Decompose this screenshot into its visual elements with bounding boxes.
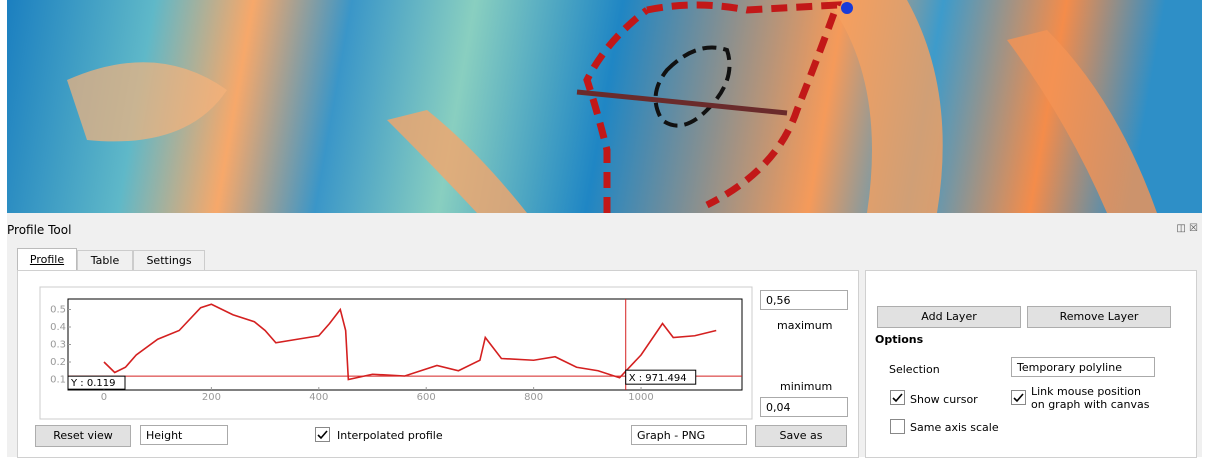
panel-title: Profile Tool — [7, 223, 71, 237]
save-button[interactable]: Save as — [755, 425, 847, 447]
format-combo[interactable]: Graph - PNG — [631, 425, 747, 445]
mode-combo[interactable]: Height — [140, 425, 228, 445]
checkbox[interactable] — [315, 427, 331, 443]
max-spinbox[interactable]: 0,56 — [760, 290, 848, 310]
checkbox[interactable] — [890, 390, 906, 406]
map-overlay — [7, 0, 1202, 213]
selection-combo[interactable]: Temporary polyline — [1011, 357, 1155, 377]
interpolated-label: Interpolated profile — [337, 429, 443, 442]
same-axis-label: Same axis scale — [910, 421, 999, 434]
profile-panel: Profile Tool ◫ ☒ Profile Table Settings … — [7, 213, 1202, 457]
screen: Profile Tool ◫ ☒ Profile Table Settings … — [0, 0, 1206, 457]
selection-label: Selection — [889, 363, 940, 376]
checkbox[interactable] — [1011, 390, 1027, 406]
max-label: maximum — [777, 319, 832, 332]
text: Link mouse position — [1031, 385, 1141, 398]
min-label: minimum — [780, 380, 832, 393]
map-canvas — [7, 0, 1202, 213]
min-spinbox[interactable]: 0,04 — [760, 397, 848, 417]
tab[interactable]: Profile — [17, 248, 77, 271]
text: on graph with canvas — [1031, 398, 1149, 411]
show-cursor-label: Show cursor — [910, 393, 978, 406]
remove-layer-button[interactable]: Remove Layer — [1027, 306, 1171, 328]
add-layer-button[interactable]: Add Layer — [877, 306, 1021, 328]
panel-controls[interactable]: ◫ ☒ — [1176, 223, 1198, 234]
tab[interactable]: Settings — [133, 250, 205, 272]
checkbox[interactable] — [890, 419, 906, 435]
options-title: Options — [875, 333, 923, 346]
reset-button[interactable]: Reset view — [35, 425, 131, 447]
tab[interactable]: Table — [77, 250, 133, 272]
